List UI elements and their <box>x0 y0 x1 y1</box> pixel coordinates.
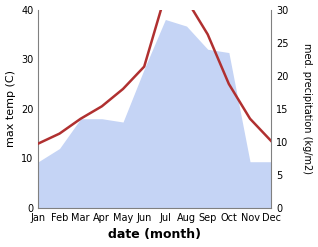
X-axis label: date (month): date (month) <box>108 228 201 242</box>
Y-axis label: med. precipitation (kg/m2): med. precipitation (kg/m2) <box>302 43 313 174</box>
Y-axis label: max temp (C): max temp (C) <box>5 70 16 147</box>
